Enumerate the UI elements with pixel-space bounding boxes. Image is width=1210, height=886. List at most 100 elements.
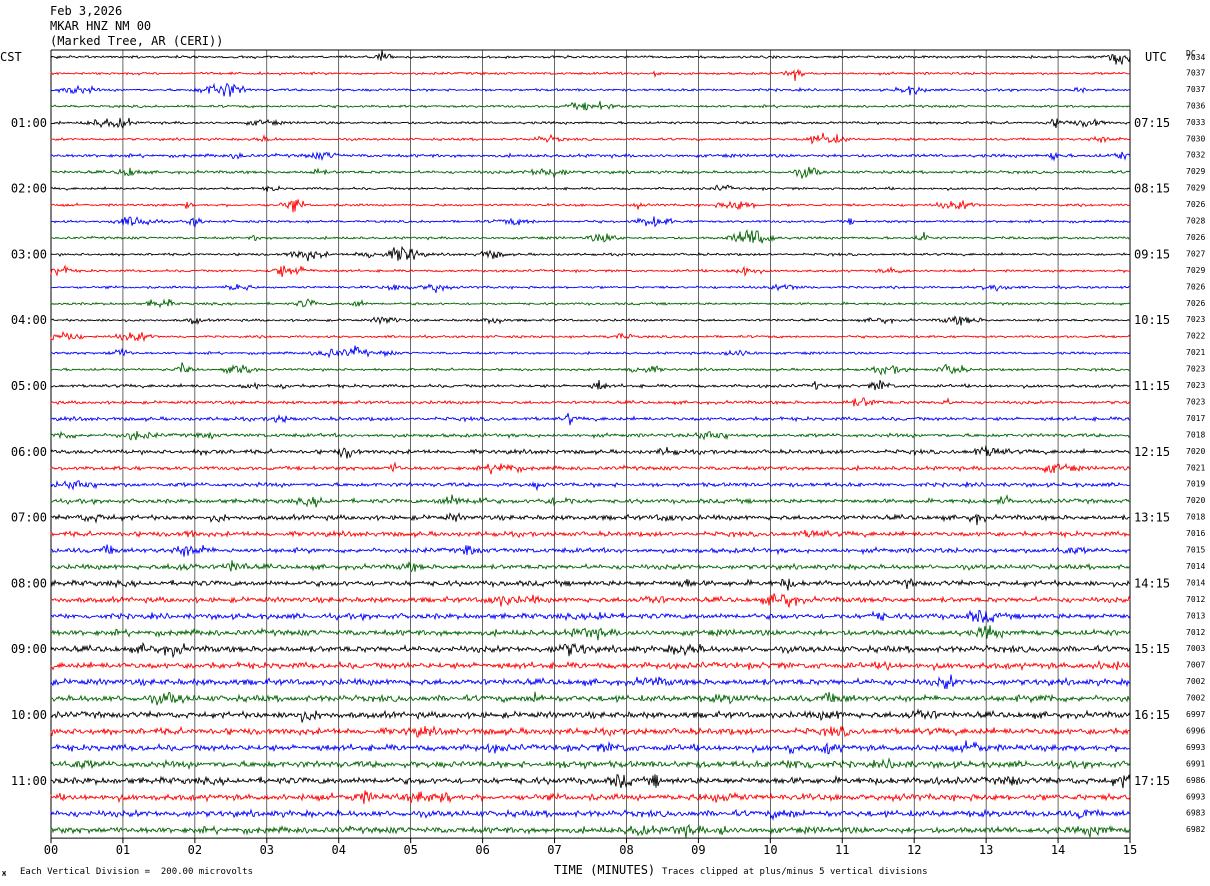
trace-line	[50, 725, 1131, 738]
trace-line	[50, 229, 1131, 244]
trace-line	[50, 412, 1131, 426]
right-hour-label: 14:15	[1134, 576, 1170, 590]
trace-line	[50, 609, 1131, 624]
dc-offset-label: 7014	[1186, 578, 1205, 587]
dc-offset-label: 7007	[1186, 661, 1205, 670]
x-tick-label: 03	[260, 843, 274, 857]
x-tick-label: 09	[691, 843, 705, 857]
trace-line	[50, 577, 1131, 591]
left-hour-label: 02:00	[11, 182, 47, 196]
plot-date: Feb 3,2026	[50, 4, 123, 18]
x-tick-label: 11	[835, 843, 849, 857]
dc-offset-label: 7037	[1186, 85, 1205, 94]
trace-line	[50, 264, 1131, 278]
right-hour-label: 13:15	[1134, 511, 1170, 525]
trace-line	[50, 461, 1131, 475]
trace-line	[50, 641, 1131, 659]
trace-line	[50, 823, 1131, 838]
dc-offset-label: 6983	[1186, 809, 1205, 818]
dc-offset-label: 7023	[1186, 381, 1205, 390]
dc-offset-label: 7026	[1186, 200, 1205, 209]
trace-line	[50, 245, 1131, 262]
left-hour-label: 10:00	[11, 708, 47, 722]
left-hour-label: 01:00	[11, 116, 47, 130]
dc-offset-label: 6993	[1186, 743, 1205, 752]
left-hour-label: 07:00	[11, 511, 47, 525]
trace-line	[50, 529, 1131, 539]
dc-offset-label: 7013	[1186, 611, 1205, 620]
x-tick-label: 00	[44, 843, 58, 857]
dc-offset-label: 7003	[1186, 644, 1205, 653]
right-hour-label: 12:15	[1134, 445, 1170, 459]
dc-offset-label: 7014	[1186, 562, 1205, 571]
x-tick-label: 14	[1051, 843, 1065, 857]
trace-line	[50, 740, 1131, 755]
right-hour-label: 07:15	[1134, 116, 1170, 130]
trace-line	[50, 708, 1131, 723]
trace-line	[50, 216, 1131, 228]
left-hour-label: 04:00	[11, 313, 47, 327]
trace-line	[50, 151, 1131, 162]
dc-offset-label: 7037	[1186, 68, 1205, 77]
right-hour-label: 16:15	[1134, 708, 1170, 722]
dc-offset-label: 7020	[1186, 496, 1205, 505]
trace-line	[50, 82, 1131, 97]
dc-offset-label: 7033	[1186, 118, 1205, 127]
station-location: (Marked Tree, AR (CERI))	[50, 34, 224, 48]
trace-line	[50, 166, 1131, 179]
dc-offset-label: 7026	[1186, 233, 1205, 242]
dc-offset-label: 7020	[1186, 447, 1205, 456]
dc-offset-label: 7029	[1186, 167, 1205, 176]
x-tick-label: 13	[979, 843, 993, 857]
dc-offset-label: 7026	[1186, 282, 1205, 291]
dc-offset-label: 7023	[1186, 397, 1205, 406]
x-tick-label: 01	[116, 843, 130, 857]
trace-line	[50, 757, 1131, 771]
trace-line	[50, 445, 1131, 459]
dc-offset-label: 6986	[1186, 776, 1205, 785]
dc-offset-label: 7019	[1186, 480, 1205, 489]
right-hour-label: 11:15	[1134, 379, 1170, 393]
trace-line	[50, 480, 1131, 492]
dc-offset-label: 7028	[1186, 217, 1205, 226]
trace-line	[50, 493, 1131, 508]
left-timezone-label: CST	[0, 50, 22, 64]
left-hour-label: 09:00	[11, 642, 47, 656]
trace-line	[50, 593, 1131, 608]
trace-line	[50, 560, 1131, 573]
dc-offset-label: 6982	[1186, 825, 1205, 834]
trace-line	[50, 345, 1131, 359]
right-hour-label: 09:15	[1134, 247, 1170, 261]
right-hour-label: 08:15	[1134, 182, 1170, 196]
trace-line	[50, 283, 1131, 293]
left-hour-label: 05:00	[11, 379, 47, 393]
x-tick-label: 15	[1123, 843, 1137, 857]
right-hour-label: 15:15	[1134, 642, 1170, 656]
dc-offset-label: 7030	[1186, 134, 1205, 143]
dc-offset-label: 7027	[1186, 249, 1205, 258]
left-hour-label: 03:00	[11, 247, 47, 261]
clip-note: Traces clipped at plus/minus 5 vertical …	[662, 867, 928, 877]
trace-line	[50, 659, 1131, 672]
x-tick-label: 10	[763, 843, 777, 857]
dc-offset-label: 7023	[1186, 315, 1205, 324]
x-tick-label: 04	[332, 843, 346, 857]
dc-offset-label: 7002	[1186, 694, 1205, 703]
dc-offset-label: 7016	[1186, 529, 1205, 538]
dc-offset-label: 7021	[1186, 463, 1205, 472]
trace-line	[50, 132, 1131, 145]
dc-offset-label: 7002	[1186, 677, 1205, 686]
x-tick-label: 12	[907, 843, 921, 857]
trace-line	[50, 544, 1131, 557]
dc-offset-label: 7034	[1186, 53, 1205, 62]
x-tick-label: 06	[475, 843, 489, 857]
dc-offset-label: 7026	[1186, 299, 1205, 308]
dc-offset-label: 7032	[1186, 151, 1205, 160]
dc-offset-label: 7029	[1186, 184, 1205, 193]
trace-line	[50, 808, 1131, 821]
dc-offset-label: 7029	[1186, 266, 1205, 275]
seismic-traces	[50, 50, 1131, 838]
dc-offset-label: 7017	[1186, 414, 1205, 423]
x-axis-label: TIME (MINUTES)	[554, 863, 656, 877]
